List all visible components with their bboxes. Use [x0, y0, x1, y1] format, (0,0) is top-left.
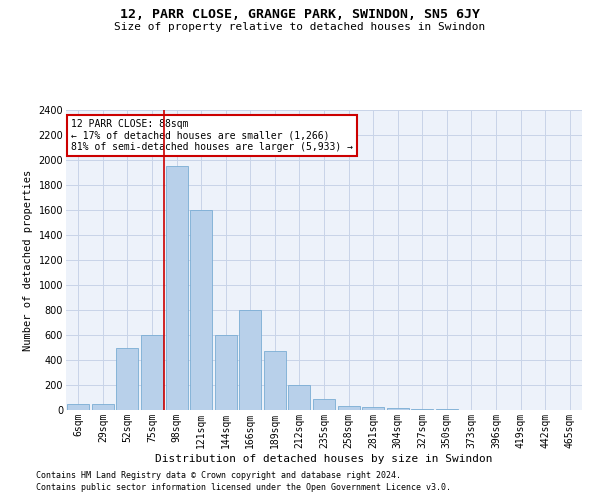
Bar — [239, 310, 262, 410]
Bar — [411, 409, 433, 410]
Bar — [67, 404, 89, 410]
Bar — [386, 408, 409, 410]
Bar — [166, 166, 188, 410]
Bar — [92, 404, 114, 410]
Bar — [362, 407, 384, 410]
Text: 12 PARR CLOSE: 88sqm
← 17% of detached houses are smaller (1,266)
81% of semi-de: 12 PARR CLOSE: 88sqm ← 17% of detached h… — [71, 119, 353, 152]
Text: Contains HM Land Registry data © Crown copyright and database right 2024.: Contains HM Land Registry data © Crown c… — [36, 471, 401, 480]
Bar — [289, 385, 310, 410]
Bar — [264, 350, 286, 410]
Text: Size of property relative to detached houses in Swindon: Size of property relative to detached ho… — [115, 22, 485, 32]
Y-axis label: Number of detached properties: Number of detached properties — [23, 170, 33, 350]
Bar — [338, 406, 359, 410]
Bar — [313, 399, 335, 410]
Bar — [190, 210, 212, 410]
Text: Contains public sector information licensed under the Open Government Licence v3: Contains public sector information licen… — [36, 484, 451, 492]
Bar — [116, 348, 139, 410]
Bar — [215, 335, 237, 410]
Text: 12, PARR CLOSE, GRANGE PARK, SWINDON, SN5 6JY: 12, PARR CLOSE, GRANGE PARK, SWINDON, SN… — [120, 8, 480, 20]
Bar — [141, 335, 163, 410]
X-axis label: Distribution of detached houses by size in Swindon: Distribution of detached houses by size … — [155, 454, 493, 464]
